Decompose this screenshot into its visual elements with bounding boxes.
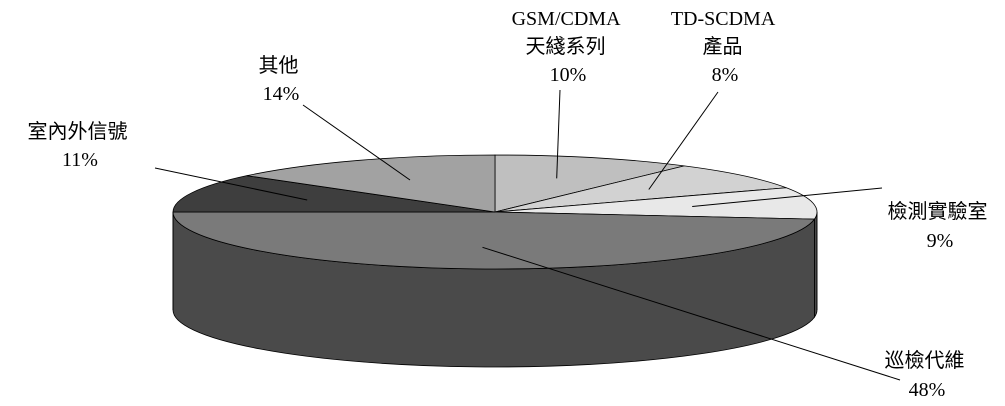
pie-slices [172, 154, 818, 270]
leader-line-td [648, 91, 719, 190]
label-indoor-value: 11% [62, 149, 98, 171]
label-td: TD-SCDMA 產品 8% [671, 8, 779, 86]
leader-line-indoor [154, 167, 308, 201]
label-other-value: 14% [263, 83, 300, 105]
label-td-line2: 產品 [703, 35, 743, 58]
leader-line-gsm [556, 89, 561, 179]
label-gsm-line1: GSM/CDMA [512, 8, 621, 30]
label-other: 其他 14% [259, 54, 304, 105]
label-gsm-line2: 天綫系列 [526, 35, 606, 58]
label-patrol-line1: 巡檢代維 [885, 349, 965, 372]
label-lab-line1: 檢測實驗室 [888, 200, 988, 223]
label-td-line1: TD-SCDMA [671, 8, 776, 30]
label-gsm: GSM/CDMA 天綫系列 10% [512, 8, 625, 86]
label-other-line1: 其他 [259, 54, 299, 77]
slice-indoor [172, 175, 496, 213]
label-lab-value: 9% [927, 230, 954, 252]
label-patrol: 巡檢代維 48% [885, 349, 970, 401]
label-patrol-value: 48% [909, 379, 946, 401]
slice-patrol [172, 211, 816, 270]
slice-other [246, 154, 496, 213]
slice-gsm [494, 154, 685, 213]
leader-line-other [302, 104, 411, 181]
label-td-value: 8% [712, 64, 739, 86]
leader-line-patrol [482, 246, 901, 381]
leader-lines [154, 89, 901, 381]
slice-lab [494, 187, 818, 220]
leader-line-lab [692, 187, 883, 207]
slice-td [494, 165, 787, 213]
label-indoor-line1: 室內外信號 [28, 120, 128, 143]
label-lab: 檢測實驗室 9% [888, 200, 993, 252]
label-gsm-value: 10% [550, 64, 587, 86]
label-indoor: 室內外信號 11% [28, 120, 133, 171]
